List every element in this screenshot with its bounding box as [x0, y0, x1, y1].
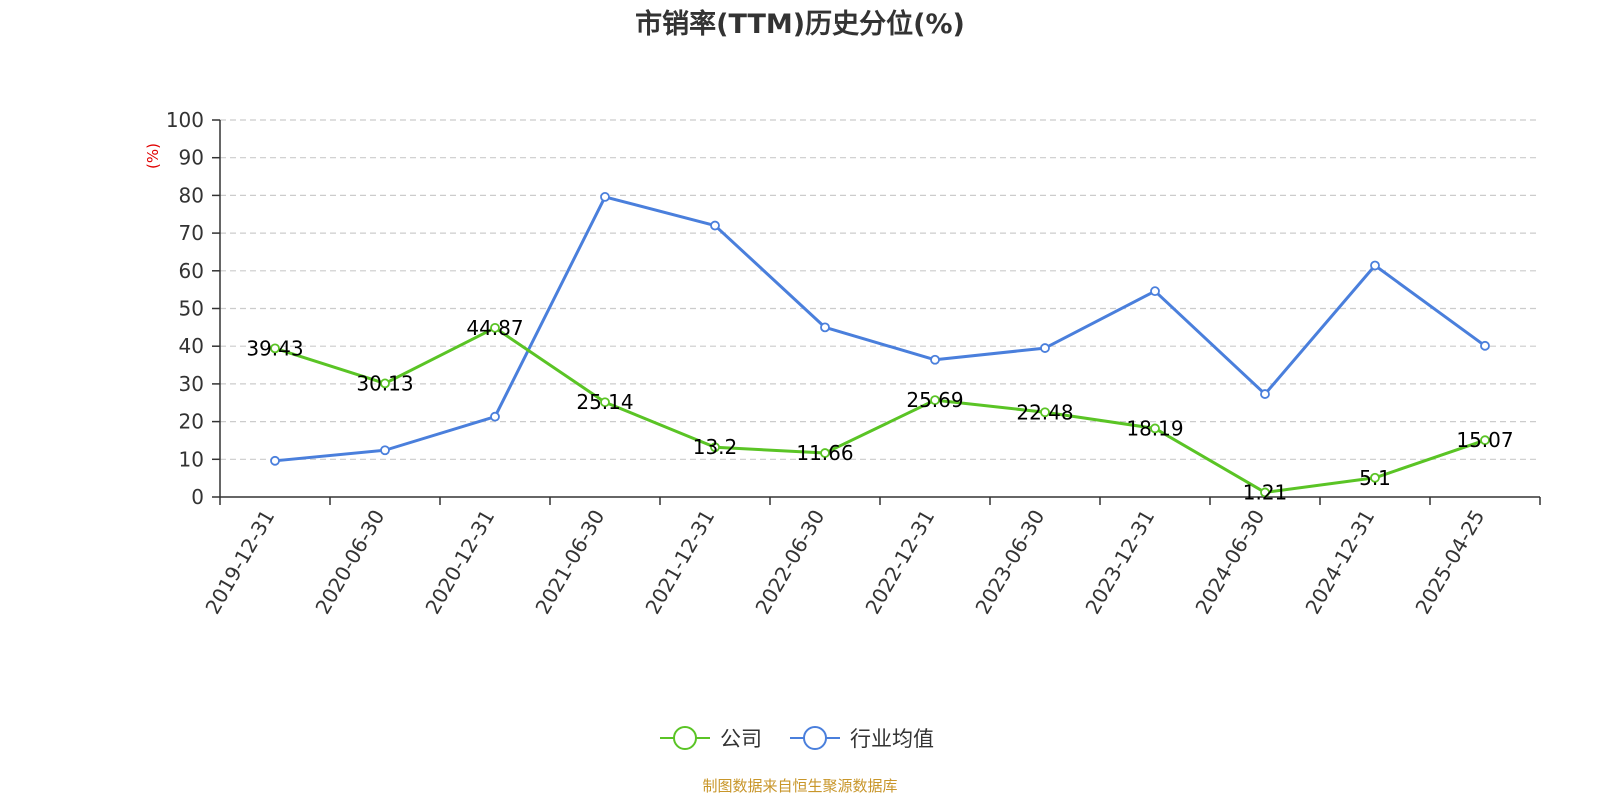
data-point: [270, 343, 280, 354]
data-point: [380, 378, 390, 389]
data-point: [1480, 340, 1490, 351]
legend-label: 公司: [720, 727, 762, 751]
data-point: [600, 192, 610, 202]
data-label: 39.43: [246, 336, 303, 360]
x-tick-label: 2024-06-30: [1190, 506, 1269, 619]
chart-title: 市销率(TTM)历史分位(%): [635, 8, 965, 40]
x-tick-label: 2022-06-30: [750, 506, 829, 619]
data-point: [490, 411, 500, 422]
data-point: [1480, 435, 1490, 446]
x-tick-label: 2024-12-31: [1300, 506, 1379, 619]
data-label: 25.69: [906, 388, 963, 412]
x-tick-labels: 2019-12-31 2020-06-30 2020-12-31 2021-06-30…: [200, 497, 1541, 619]
series-line-1: [274, 195, 1486, 463]
data-point: [1260, 487, 1270, 498]
series-group: [270, 192, 1490, 498]
data-point: [270, 455, 280, 466]
y-tick-label: 80: [179, 183, 204, 207]
grid-lines: [220, 119, 1540, 460]
y-tick-label: 30: [179, 372, 204, 396]
y-tick-label: 10: [179, 447, 204, 471]
y-tick-labels: 0 10 20 30 40 50 60 70 80 90 100: [166, 108, 220, 509]
series-line-0: [274, 326, 1486, 494]
x-tick-label: 2021-06-30: [530, 506, 609, 619]
data-point: [1150, 423, 1160, 434]
x-tick-label: 2023-06-30: [970, 506, 1049, 619]
x-tick-label: 2023-12-31: [1080, 506, 1159, 619]
legend-label: 行业均值: [850, 727, 934, 751]
x-tick-label: 2019-12-31: [200, 506, 279, 619]
data-point: [710, 220, 720, 231]
y-tick-label: 20: [179, 410, 204, 434]
data-label: 5.1: [1359, 466, 1391, 490]
data-point: [600, 397, 610, 408]
data-label: 30.13: [356, 371, 413, 395]
x-tick-label: 2025-04-25: [1410, 506, 1489, 619]
source-note: 制图数据来自恒生聚源数据库: [702, 777, 897, 795]
data-labels: 39.43 30.13 44.87 25.14 13.2 11.66 25.69 22.48 1…: [246, 316, 1513, 505]
legend-marker-icon: [803, 726, 827, 750]
x-tick-label: 2022-12-31: [860, 506, 939, 619]
data-label: 15.07: [1456, 428, 1513, 452]
data-point: [1040, 343, 1050, 353]
data-label: 18.19: [1126, 416, 1183, 440]
data-point: [820, 448, 830, 458]
data-point: [1370, 472, 1380, 483]
x-tick-label: 2020-12-31: [420, 506, 499, 619]
data-label: 1.21: [1243, 480, 1288, 504]
data-point: [1370, 260, 1380, 271]
y-tick-label: 70: [179, 221, 204, 245]
data-point: [930, 395, 940, 406]
data-label: 25.14: [576, 390, 633, 414]
data-label: 44.87: [466, 316, 523, 340]
data-point: [380, 445, 390, 456]
data-point: [710, 442, 720, 453]
data-point: [820, 322, 830, 333]
data-point: [930, 354, 940, 365]
legend-marker-icon: [673, 726, 697, 750]
data-point: [1040, 407, 1050, 418]
data-point: [1150, 286, 1160, 297]
data-label: 11.66: [796, 441, 853, 465]
y-tick-label: 60: [179, 259, 204, 283]
data-label: 22.48: [1016, 400, 1073, 424]
y-tick-label: 100: [166, 108, 204, 132]
data-point: [1260, 389, 1270, 399]
y-tick-label: 0: [191, 485, 204, 509]
y-tick-label: 90: [179, 146, 204, 170]
data-label: 13.2: [693, 435, 738, 459]
x-tick-label: 2020-06-30: [310, 506, 389, 619]
legend[interactable]: 公司 行业均值: [660, 726, 934, 751]
y-tick-label: 50: [179, 297, 204, 321]
data-point: [490, 322, 500, 333]
x-tick-label: 2021-12-31: [640, 506, 719, 619]
y-tick-label: 40: [179, 334, 204, 358]
y-axis-unit: (%): [144, 143, 162, 169]
